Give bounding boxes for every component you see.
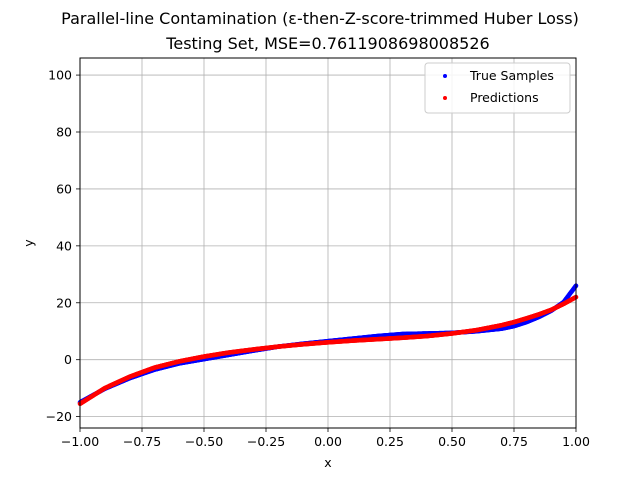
x-tick-label: 1.00 xyxy=(562,434,590,449)
grid xyxy=(79,58,577,428)
x-tick-label: −0.50 xyxy=(185,434,223,449)
x-tick-label: −0.25 xyxy=(247,434,285,449)
series-layer xyxy=(77,283,579,407)
series-predictions xyxy=(77,294,579,407)
y-tick-label: 0 xyxy=(64,352,72,367)
x-tick-label: −0.75 xyxy=(123,434,161,449)
legend-marker-predictions xyxy=(443,96,447,100)
legend-marker-true-samples xyxy=(443,74,447,78)
x-axis-label: x xyxy=(324,455,331,470)
x-tick-label: 0.50 xyxy=(438,434,466,449)
legend-box xyxy=(424,62,571,114)
legend: True Samples Predictions xyxy=(424,62,571,114)
y-tick-label: 60 xyxy=(56,181,72,196)
x-tick-label: 0.75 xyxy=(500,434,528,449)
y-tick-label: 100 xyxy=(48,68,72,83)
legend-label-true-samples: True Samples xyxy=(469,68,554,83)
x-tick-label: 0.25 xyxy=(376,434,404,449)
y-axis-label: y xyxy=(21,239,36,247)
ticks: −1.00 −0.75 −0.50 −0.25 0.00 0.25 0.50 0.75 1.00… xyxy=(46,68,590,449)
y-tick-label: −20 xyxy=(46,409,72,424)
y-tick-label: 40 xyxy=(56,238,72,253)
chart-subtitle: Testing Set, MSE=0.7611908698008526 xyxy=(165,34,489,53)
chart-title: Parallel-line Contamination (ε-then-Z-sc… xyxy=(61,9,579,28)
y-tick-label: 80 xyxy=(56,125,72,140)
y-tick-label: 20 xyxy=(56,295,72,310)
legend-label-predictions: Predictions xyxy=(470,90,539,105)
x-tick-label: −1.00 xyxy=(61,434,99,449)
x-tick-label: 0.00 xyxy=(314,434,342,449)
